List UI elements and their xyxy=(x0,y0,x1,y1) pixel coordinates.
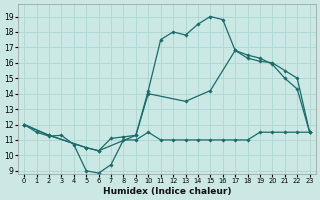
X-axis label: Humidex (Indice chaleur): Humidex (Indice chaleur) xyxy=(103,187,231,196)
